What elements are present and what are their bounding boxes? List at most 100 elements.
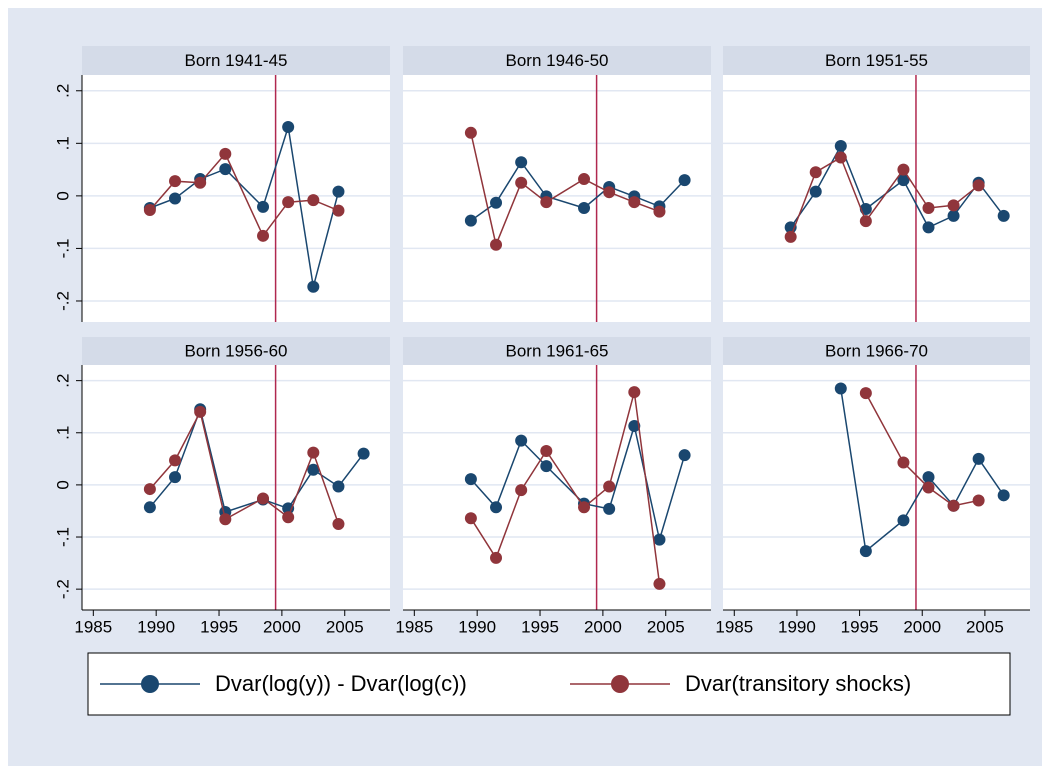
data-point bbox=[515, 156, 528, 169]
data-point bbox=[653, 205, 666, 218]
data-point bbox=[515, 484, 528, 497]
x-tick-label: 1995 bbox=[200, 617, 238, 636]
panel-title: Born 1966-70 bbox=[825, 341, 928, 360]
data-point bbox=[169, 192, 182, 205]
data-point bbox=[332, 204, 345, 217]
data-point bbox=[490, 551, 503, 564]
panel-title-strip bbox=[403, 337, 711, 365]
y-tick-label: -.1 bbox=[53, 239, 72, 259]
panel-title-strip bbox=[82, 46, 390, 75]
legend-label: Dvar(transitory shocks) bbox=[685, 671, 911, 696]
data-point bbox=[897, 456, 910, 469]
x-tick-label: 2000 bbox=[584, 617, 622, 636]
data-point bbox=[947, 499, 960, 512]
data-point bbox=[464, 214, 477, 227]
data-point bbox=[997, 209, 1010, 222]
panel-title-strip bbox=[82, 337, 390, 365]
panel-title-strip bbox=[403, 46, 711, 75]
x-tick-label: 1985 bbox=[715, 617, 753, 636]
data-point bbox=[922, 481, 935, 494]
data-point bbox=[282, 196, 295, 209]
data-point bbox=[947, 209, 960, 222]
x-tick-label: 2005 bbox=[966, 617, 1004, 636]
data-point bbox=[603, 480, 616, 493]
data-point bbox=[578, 201, 591, 214]
panel-title: Born 1946-50 bbox=[505, 51, 608, 70]
y-tick-label: -.2 bbox=[53, 291, 72, 311]
data-point bbox=[540, 460, 553, 473]
data-point bbox=[332, 185, 345, 198]
plot-area bbox=[723, 365, 1030, 610]
data-point bbox=[257, 492, 270, 505]
data-point bbox=[859, 545, 872, 558]
data-point bbox=[784, 230, 797, 243]
data-point bbox=[859, 215, 872, 228]
data-point bbox=[194, 176, 207, 189]
data-point bbox=[972, 452, 985, 465]
data-point bbox=[464, 126, 477, 139]
y-tick-label: 0 bbox=[53, 191, 72, 200]
series-line bbox=[149, 409, 340, 525]
data-point bbox=[834, 139, 847, 152]
data-point bbox=[678, 174, 691, 187]
data-point bbox=[578, 173, 591, 186]
data-point bbox=[809, 166, 822, 179]
data-point bbox=[194, 405, 207, 418]
plot-area bbox=[82, 75, 390, 322]
data-point bbox=[947, 199, 960, 212]
legend-marker bbox=[141, 675, 159, 693]
data-point bbox=[922, 471, 935, 484]
y-tick-label: .2 bbox=[53, 84, 72, 98]
data-point bbox=[997, 489, 1010, 502]
x-tick-label: 1990 bbox=[458, 617, 496, 636]
data-point bbox=[809, 185, 822, 198]
y-tick-label: -.2 bbox=[53, 579, 72, 599]
x-tick-label: 2005 bbox=[326, 617, 364, 636]
data-point bbox=[464, 473, 477, 486]
data-point bbox=[603, 502, 616, 515]
data-point bbox=[653, 533, 666, 546]
data-point bbox=[540, 445, 553, 458]
data-point bbox=[143, 483, 156, 496]
data-point bbox=[515, 434, 528, 447]
data-point bbox=[332, 517, 345, 530]
legend bbox=[87, 652, 1011, 716]
y-tick-label: .2 bbox=[53, 374, 72, 388]
data-point bbox=[169, 175, 182, 188]
data-point bbox=[897, 174, 910, 187]
x-tick-label: 1990 bbox=[137, 617, 175, 636]
data-point bbox=[628, 419, 641, 432]
data-point bbox=[922, 221, 935, 234]
x-tick-label: 1995 bbox=[521, 617, 559, 636]
data-point bbox=[515, 176, 528, 189]
y-tick-label: .1 bbox=[53, 426, 72, 440]
x-tick-label: 2000 bbox=[263, 617, 301, 636]
data-point bbox=[307, 194, 320, 207]
data-point bbox=[897, 514, 910, 527]
x-tick-label: 1995 bbox=[841, 617, 879, 636]
data-point bbox=[678, 449, 691, 462]
data-point bbox=[628, 196, 641, 209]
data-point bbox=[332, 480, 345, 493]
data-point bbox=[897, 163, 910, 176]
panel-title: Born 1956-60 bbox=[184, 341, 287, 360]
data-point bbox=[540, 196, 553, 209]
y-tick-label: -.1 bbox=[53, 527, 72, 547]
data-point bbox=[603, 186, 616, 199]
plot-area bbox=[403, 365, 711, 610]
panel-title: Born 1941-45 bbox=[184, 51, 287, 70]
y-tick-label: .1 bbox=[53, 136, 72, 150]
x-tick-label: 1990 bbox=[778, 617, 816, 636]
data-point bbox=[169, 471, 182, 484]
data-point bbox=[219, 513, 232, 526]
data-point bbox=[834, 151, 847, 164]
legend-marker bbox=[611, 675, 629, 693]
data-point bbox=[972, 179, 985, 192]
data-point bbox=[282, 121, 295, 134]
panel-title: Born 1961-65 bbox=[505, 341, 608, 360]
series-line bbox=[470, 391, 661, 584]
data-point bbox=[282, 511, 295, 524]
panel-title-strip bbox=[723, 46, 1030, 75]
data-point bbox=[307, 463, 320, 476]
